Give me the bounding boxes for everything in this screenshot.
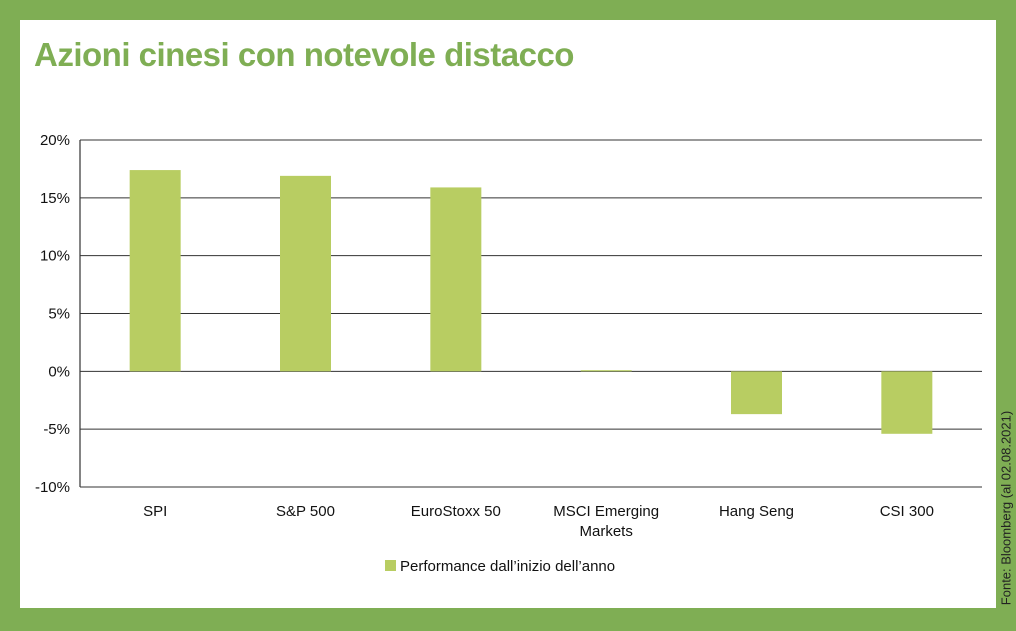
y-tick-label: 10%: [40, 248, 70, 265]
legend-swatch: [385, 560, 396, 571]
bar: [280, 175, 331, 372]
bars: [129, 170, 933, 434]
chart-title: Azioni cinesi con notevole distacco: [34, 36, 574, 73]
y-axis-tick-labels: 20% 15% 10% 5% 0% -5% -10%: [35, 132, 70, 496]
x-tick-label: MSCI Emerging Markets: [553, 503, 659, 540]
source-note: Fonte: Bloomberg (al 02.08.2021): [998, 410, 1014, 606]
y-tick-label: 15%: [40, 190, 70, 207]
x-tick-label: CSI 300: [880, 503, 934, 520]
x-tick-label: Hang Seng: [719, 503, 794, 520]
x-tick-label: SPI: [143, 503, 167, 520]
bar: [580, 370, 632, 372]
legend: Performance dall’inizio dell’anno: [385, 558, 615, 575]
y-tick-label: 0%: [48, 363, 70, 380]
x-axis-category-labels: SPI S&P 500 EuroStoxx 50 MSCI Emerging Marke…: [143, 503, 934, 540]
x-tick-label: S&P 500: [276, 503, 335, 520]
bar: [731, 371, 782, 415]
x-tick-label: EuroStoxx 50: [411, 503, 501, 520]
gridlines: [79, 139, 982, 488]
y-tick-label: 20%: [40, 132, 70, 149]
legend-label: Performance dall’inizio dell’anno: [400, 558, 615, 575]
bar: [430, 187, 482, 372]
bar: [881, 371, 933, 434]
bar: [129, 170, 181, 372]
y-tick-label: -10%: [35, 479, 70, 496]
y-tick-label: -5%: [43, 421, 70, 438]
y-tick-label: 5%: [48, 306, 70, 323]
